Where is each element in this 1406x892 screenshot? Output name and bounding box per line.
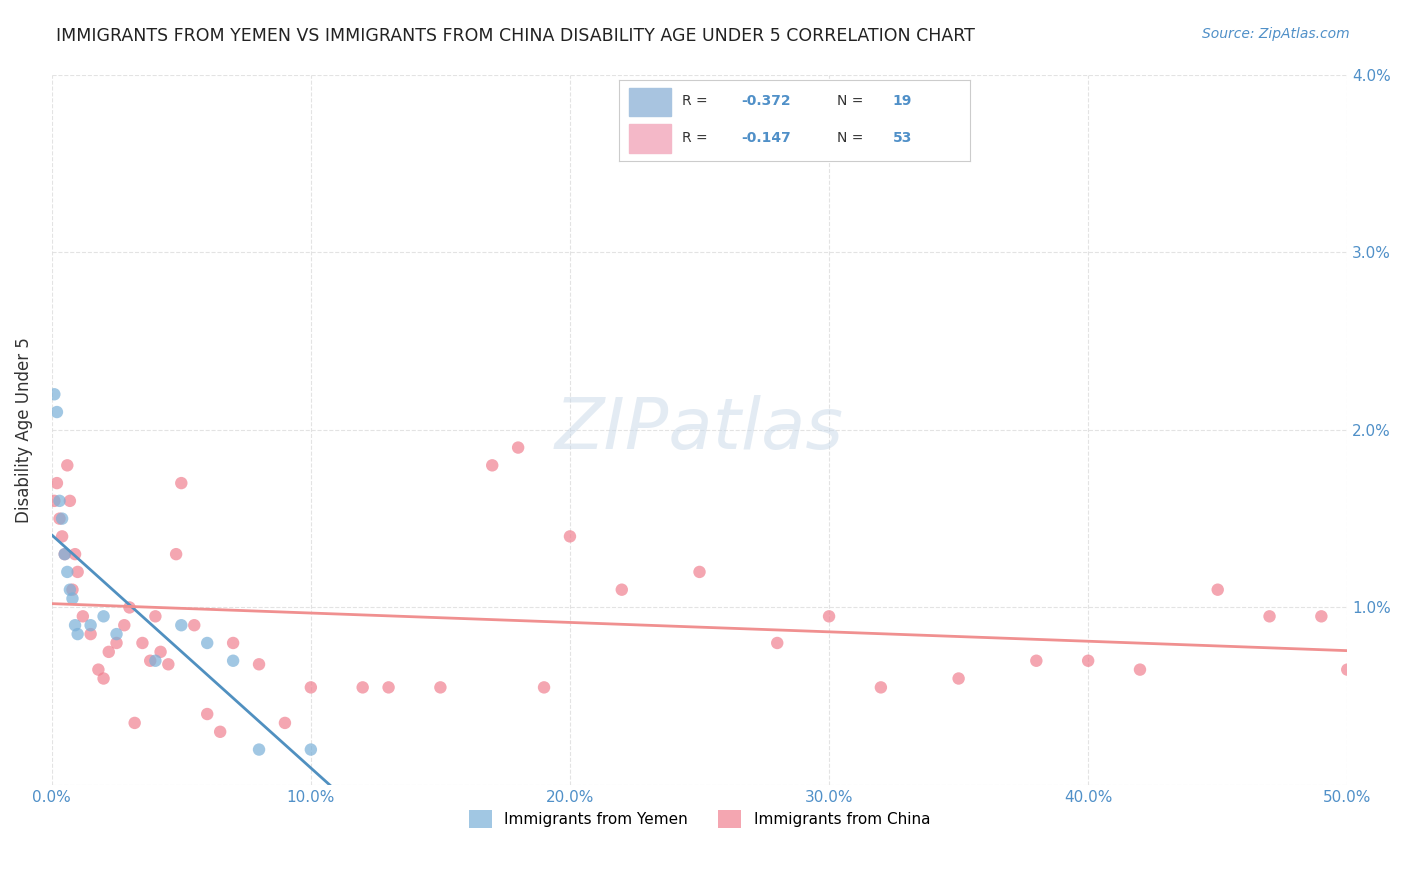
Text: IMMIGRANTS FROM YEMEN VS IMMIGRANTS FROM CHINA DISABILITY AGE UNDER 5 CORRELATIO: IMMIGRANTS FROM YEMEN VS IMMIGRANTS FROM… [56,27,976,45]
Point [558,529,581,543]
Text: R =: R = [682,95,711,108]
Point [93,609,115,624]
Point [87,663,110,677]
Point [145,609,167,624]
Point [105,636,128,650]
Point [170,618,193,632]
Point [1206,582,1229,597]
Point [59,494,82,508]
Point [51,511,73,525]
Point [247,657,270,672]
Point [222,654,245,668]
Point [44,494,66,508]
Point [299,681,322,695]
Point [222,636,245,650]
Point [63,618,86,632]
Point [195,636,218,650]
Point [299,742,322,756]
Point [766,636,789,650]
Text: N =: N = [837,95,868,108]
Point [377,681,399,695]
Point [79,618,101,632]
Point [51,529,73,543]
Point [145,654,167,668]
Text: ZIPatlas: ZIPatlas [555,395,844,465]
Bar [630,87,671,116]
Point [1258,609,1281,624]
Point [56,565,79,579]
Text: R =: R = [682,131,711,145]
Text: 53: 53 [893,131,912,145]
Point [1129,663,1152,677]
Point [481,458,503,473]
Point [66,627,89,641]
Point [533,681,555,695]
Point [1025,654,1047,668]
Point [48,511,70,525]
Point [118,600,141,615]
Point [45,405,67,419]
Point [45,476,67,491]
Point [183,618,205,632]
Point [689,565,711,579]
Point [131,636,153,650]
Point [59,582,82,597]
Point [56,458,79,473]
Point [508,441,530,455]
Point [93,672,115,686]
Point [48,494,70,508]
Point [149,645,172,659]
Point [209,724,232,739]
Point [139,654,162,668]
Point [62,591,84,606]
Point [105,627,128,641]
Point [53,547,76,561]
Point [247,742,270,756]
Text: N =: N = [837,131,868,145]
Point [44,387,66,401]
Y-axis label: Disability Age Under 5: Disability Age Under 5 [15,337,32,523]
Point [112,618,135,632]
Text: -0.372: -0.372 [742,95,792,108]
Point [63,547,86,561]
Point [429,681,451,695]
Point [274,715,297,730]
Point [79,627,101,641]
Point [66,565,89,579]
Point [195,706,218,721]
Point [1310,609,1333,624]
Point [610,582,633,597]
Point [72,609,94,624]
Point [870,681,893,695]
Point [124,715,146,730]
Point [165,547,187,561]
Point [97,645,120,659]
Text: 19: 19 [893,95,912,108]
Point [53,547,76,561]
Point [818,609,841,624]
Legend: Immigrants from Yemen, Immigrants from China: Immigrants from Yemen, Immigrants from C… [463,804,936,834]
Point [157,657,180,672]
Point [352,681,374,695]
Bar [630,124,671,153]
Point [1336,663,1358,677]
Text: -0.147: -0.147 [742,131,792,145]
Point [948,672,970,686]
Point [170,476,193,491]
Point [1077,654,1099,668]
Point [62,582,84,597]
Text: Source: ZipAtlas.com: Source: ZipAtlas.com [1202,27,1350,41]
